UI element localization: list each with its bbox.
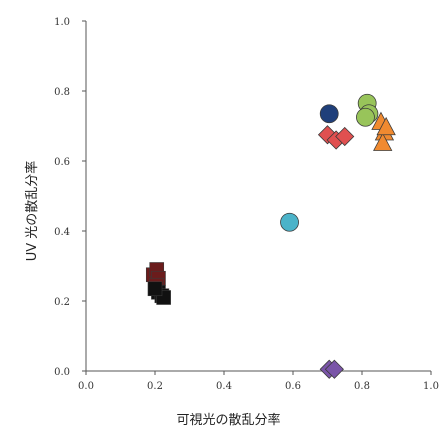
tick-labels: 0.0 0.2 0.4 0.6 0.8 1.0 0.0 0.2 0.4 0.6 0.8 1.0 — [54, 17, 439, 392]
y-tick-label: 1.0 — [54, 17, 70, 28]
x-tick-label: 0.4 — [216, 381, 232, 392]
data-point-circle — [319, 104, 339, 124]
y-tick-label: 0.2 — [54, 297, 70, 308]
data-point-square — [147, 281, 163, 297]
data-point-circle — [356, 107, 375, 127]
data-point-triangle — [373, 132, 393, 151]
plot-axes — [82, 20, 432, 375]
x-tick-label: 0.8 — [354, 381, 370, 392]
data-point-triangle — [376, 116, 396, 136]
data-points — [145, 93, 396, 379]
data-point-circle — [280, 212, 299, 232]
y-axis-label: UV 光の散乱分率 — [24, 161, 40, 262]
y-tick-label: 0.0 — [54, 367, 70, 378]
x-tick-label: 0.0 — [78, 381, 94, 392]
x-tick-label: 0.6 — [285, 381, 301, 392]
x-tick-label: 1.0 — [423, 381, 439, 392]
data-point-diamond — [324, 359, 344, 379]
data-point-diamond — [335, 126, 355, 147]
y-tick-label: 0.6 — [54, 157, 70, 168]
y-tick-label: 0.8 — [54, 87, 70, 98]
y-tick-label: 0.4 — [54, 227, 70, 238]
x-tick-label: 0.2 — [147, 381, 163, 392]
x-axis-label: 可視光の散乱分率 — [176, 412, 280, 428]
